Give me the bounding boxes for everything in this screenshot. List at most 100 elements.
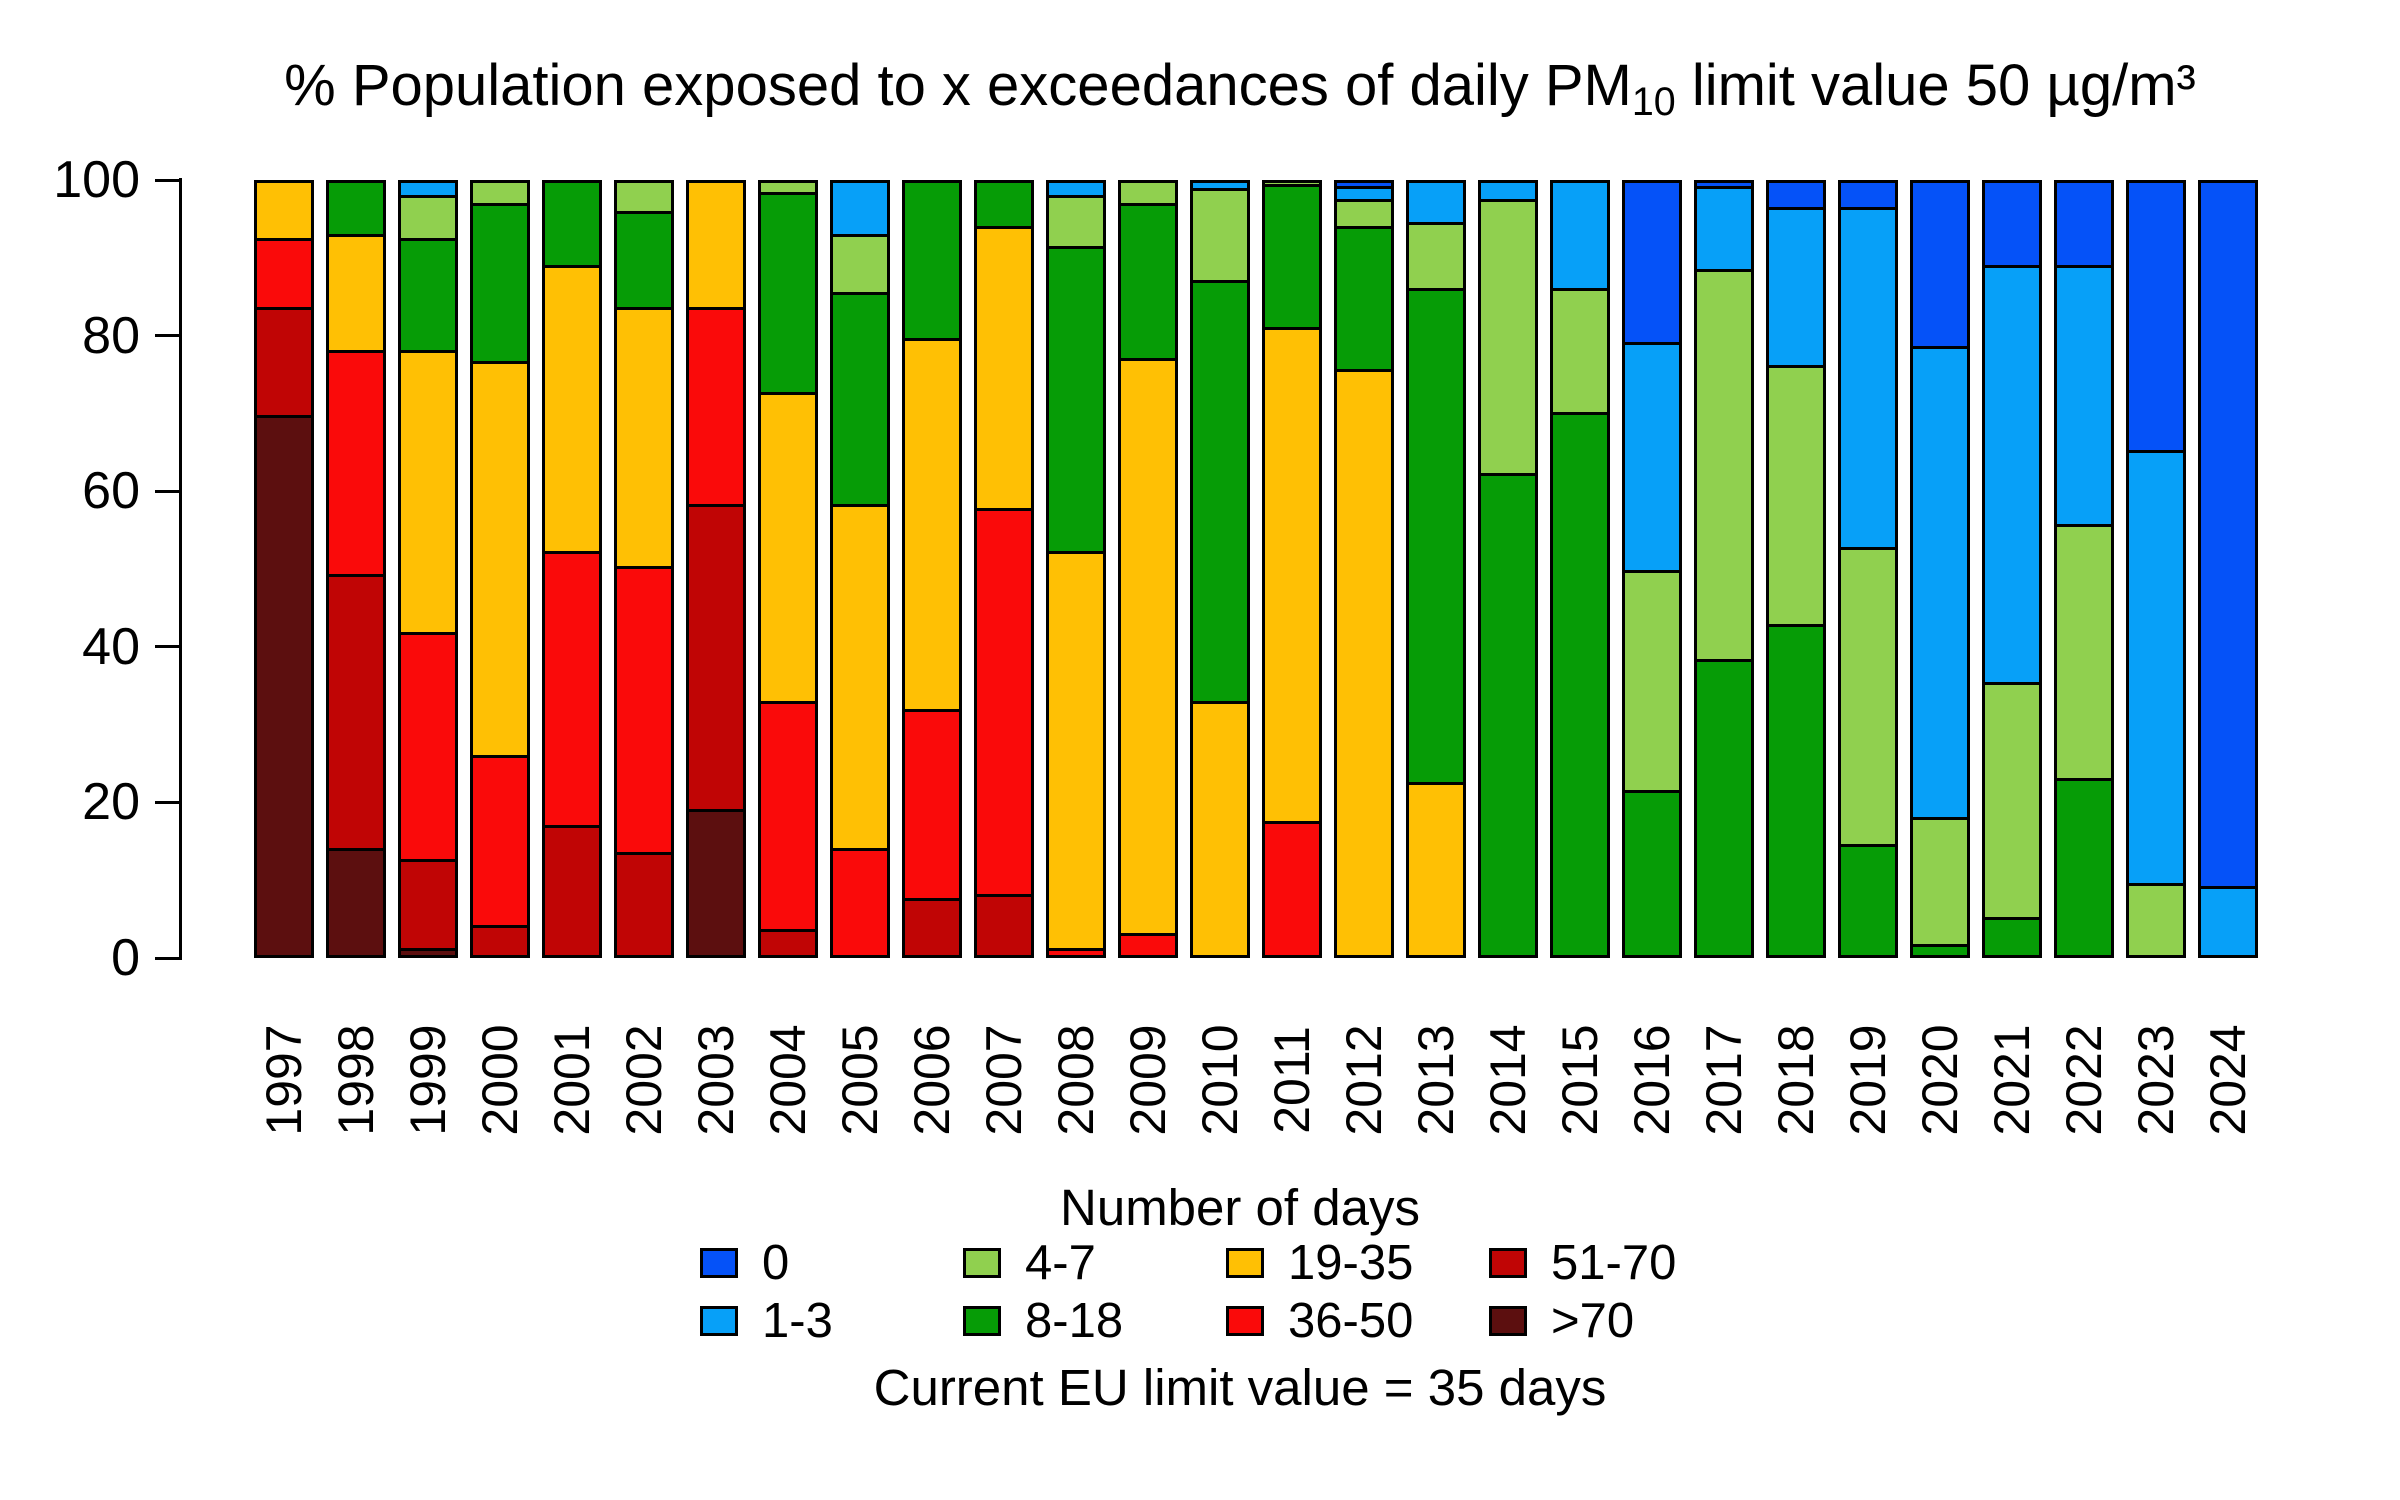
legend-swatch-4-7 xyxy=(963,1248,1001,1278)
legend-label-4-7: 4-7 xyxy=(1025,1236,1096,1290)
x-tick-label-2022: 2022 xyxy=(2056,1024,2112,1136)
segment-1999-days-51-70 xyxy=(401,862,455,952)
segment-2017-days-1-3 xyxy=(1697,188,1751,272)
segment-2011-days-4-7 xyxy=(1265,183,1319,187)
x-tick-label-2008: 2008 xyxy=(1048,1024,1104,1136)
segment-2020-days-8-18 xyxy=(1913,947,1967,955)
segment-1997-days-51-70 xyxy=(257,310,311,419)
bar-2010 xyxy=(1190,180,1250,958)
segment-2007-days-8-18 xyxy=(977,183,1031,230)
segment-2023-days-1-3 xyxy=(2129,453,2183,886)
bar-2000 xyxy=(470,180,530,958)
segment-2003-days-19-35 xyxy=(689,183,743,311)
segment-2000-days-51-70 xyxy=(473,927,527,955)
segment-2008-days-36-50 xyxy=(1049,951,1103,955)
segment-2011-days-19-35 xyxy=(1265,329,1319,824)
segment-2024-days-0 xyxy=(2201,183,2255,890)
segment-2004-days-19-35 xyxy=(761,395,815,705)
segment-2004-days-36-50 xyxy=(761,704,815,932)
segment-2022-days-1-3 xyxy=(2057,267,2111,527)
segment-2003-days-51-70 xyxy=(689,507,743,813)
segment-2000-days-36-50 xyxy=(473,758,527,928)
segment-2004-days-4-7 xyxy=(761,183,815,195)
bar-2016 xyxy=(1622,180,1682,958)
x-tick-label-2007: 2007 xyxy=(976,1024,1032,1136)
segment-1997-days-36-50 xyxy=(257,240,311,311)
segment-2013-days-19-35 xyxy=(1409,785,1463,955)
segment-2009-days-36-50 xyxy=(1121,935,1175,955)
segment-2021-days-8-18 xyxy=(1985,920,2039,955)
chart-title-prefix: % Population exposed to x exceedances of… xyxy=(284,53,1632,118)
segment-2015-days-4-7 xyxy=(1553,291,1607,415)
segment-2017-days-0 xyxy=(1697,183,1751,189)
y-tick xyxy=(155,334,182,338)
segment-2014-days-4-7 xyxy=(1481,202,1535,477)
segment-2019-days-0 xyxy=(1841,183,1895,211)
legend-label-51-70: 51-70 xyxy=(1551,1236,1677,1290)
segment-2012-days-19-35 xyxy=(1337,372,1391,955)
legend-label-8-18: 8-18 xyxy=(1025,1294,1124,1348)
y-axis-line xyxy=(179,178,182,960)
legend-swatch-1-3 xyxy=(700,1306,738,1336)
segment-2003-days-36-50 xyxy=(689,310,743,508)
y-tick-label: 0 xyxy=(111,929,140,987)
segment-2016-days-0 xyxy=(1625,183,1679,346)
legend-label-1-3: 1-3 xyxy=(762,1294,833,1348)
segment-2016-days-8-18 xyxy=(1625,792,1679,955)
segment-2022-days-0 xyxy=(2057,183,2111,268)
segment-2017-days-8-18 xyxy=(1697,661,1751,955)
segment-2001-days-36-50 xyxy=(545,553,599,828)
x-tick-label-2003: 2003 xyxy=(688,1024,744,1136)
bar-2009 xyxy=(1118,180,1178,958)
x-tick-label-2016: 2016 xyxy=(1624,1024,1680,1136)
legend-swatch-36-50 xyxy=(1226,1306,1264,1336)
segment-2002-days-36-50 xyxy=(617,568,671,855)
segment-2006-days-8-18 xyxy=(905,183,959,342)
y-tick-label: 20 xyxy=(82,773,140,832)
segment-2021-days-0 xyxy=(1985,183,2039,268)
segment-2023-days-0 xyxy=(2129,183,2183,454)
segment-2006-days-36-50 xyxy=(905,711,959,901)
x-tick-label-1997: 1997 xyxy=(256,1024,312,1136)
segment-2003-days->70 xyxy=(689,812,743,955)
segment-2011-days-8-18 xyxy=(1265,186,1319,330)
segment-1999-days->70 xyxy=(401,951,455,955)
bar-2011 xyxy=(1262,180,1322,958)
segment-2021-days-1-3 xyxy=(1985,267,2039,685)
legend-swatch-8-18 xyxy=(963,1306,1001,1336)
segment-2002-days-51-70 xyxy=(617,854,671,955)
legend-swatch->70 xyxy=(1489,1306,1527,1336)
segment-2001-days-8-18 xyxy=(545,183,599,268)
segment-2019-days-4-7 xyxy=(1841,549,1895,847)
segment-2019-days-1-3 xyxy=(1841,210,1895,550)
legend-swatch-0 xyxy=(700,1248,738,1278)
segment-2001-days-51-70 xyxy=(545,827,599,955)
bar-2008 xyxy=(1046,180,1106,958)
x-tick-label-2020: 2020 xyxy=(1912,1024,1968,1136)
segment-1997-days-19-35 xyxy=(257,183,311,241)
segment-2006-days-51-70 xyxy=(905,900,959,955)
x-tick-label-2017: 2017 xyxy=(1696,1024,1752,1136)
segment-2016-days-1-3 xyxy=(1625,345,1679,573)
segment-2019-days-8-18 xyxy=(1841,846,1895,955)
segment-1998-days-8-18 xyxy=(329,183,383,238)
segment-1999-days-36-50 xyxy=(401,634,455,863)
y-tick-label: 60 xyxy=(82,462,140,521)
segment-2018-days-4-7 xyxy=(1769,368,1823,627)
segment-2011-days-36-50 xyxy=(1265,823,1319,955)
segment-2005-days-36-50 xyxy=(833,850,887,955)
segment-2020-days-4-7 xyxy=(1913,819,1967,948)
segment-1999-days-19-35 xyxy=(401,352,455,635)
legend-label->70: >70 xyxy=(1551,1294,1635,1348)
segment-2018-days-8-18 xyxy=(1769,626,1823,955)
x-tick-label-2014: 2014 xyxy=(1480,1024,1536,1136)
x-tick-label-2013: 2013 xyxy=(1408,1024,1464,1136)
segment-2009-days-19-35 xyxy=(1121,360,1175,936)
segment-2020-days-1-3 xyxy=(1913,348,1967,820)
bar-2024 xyxy=(2198,180,2258,958)
segment-1999-days-8-18 xyxy=(401,240,455,353)
segment-2024-days-1-3 xyxy=(2201,889,2255,955)
bar-1999 xyxy=(398,180,458,958)
segment-2022-days-4-7 xyxy=(2057,526,2111,782)
